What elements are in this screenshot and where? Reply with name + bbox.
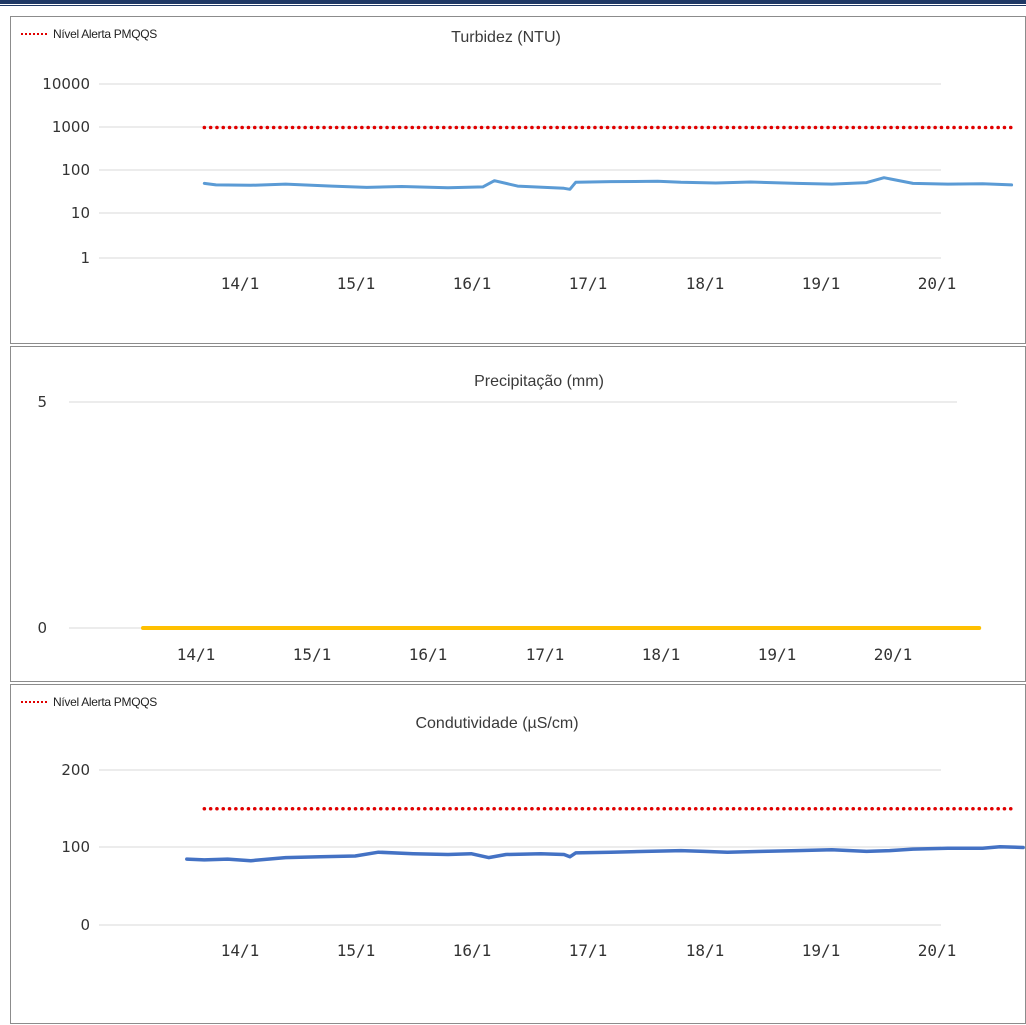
x-tick-label: 15/1 (337, 274, 376, 293)
x-tick-label: 19/1 (758, 645, 797, 664)
chart-panel-turbidity: Nível Alerta PMQQS Turbidez (NTU) 1 10 100… (10, 16, 1026, 344)
chart-panel-conductivity: Nível Alerta PMQQS Condutividade (µS/cm)… (10, 684, 1026, 1024)
x-tick-label: 18/1 (686, 941, 725, 960)
x-tick-label: 16/1 (409, 645, 448, 664)
y-tick-label: 10 (71, 204, 90, 222)
x-tick-label: 19/1 (802, 274, 841, 293)
x-tick-label: 17/1 (526, 645, 565, 664)
x-tick-label: 20/1 (874, 645, 913, 664)
x-tick-label: 18/1 (686, 274, 725, 293)
chart-panel-precipitation: Precipitação (mm) 0 5 14/1 15/1 16/1 17/1 18/1… (10, 346, 1026, 682)
y-tick-label: 5 (37, 393, 47, 411)
turbidity-plot: 1 10 100 1000 10000 14/1 15/1 16/1 17/1 18/1 19/1 2… (42, 75, 1014, 293)
legend-label: Nível Alerta PMQQS (53, 27, 157, 41)
x-tick-label: 19/1 (802, 941, 841, 960)
x-tick-label: 17/1 (569, 274, 608, 293)
y-tick-label: 200 (61, 761, 90, 779)
y-tick-label: 1000 (52, 118, 90, 136)
chart-title: Precipitação (mm) (474, 373, 604, 390)
header-rule (0, 0, 1026, 4)
x-tick-label: 18/1 (642, 645, 681, 664)
x-tick-label: 15/1 (337, 941, 376, 960)
y-tick-label: 100 (61, 161, 90, 179)
x-tick-label: 16/1 (453, 274, 492, 293)
legend-label: Nível Alerta PMQQS (53, 695, 157, 709)
series-line (185, 844, 1025, 863)
x-tick-label: 20/1 (918, 941, 957, 960)
y-tick-label: 1 (80, 249, 90, 267)
legend: Nível Alerta PMQQS (21, 27, 157, 41)
y-tick-label: 10000 (42, 75, 90, 93)
x-tick-label: 16/1 (453, 941, 492, 960)
y-tick-label: 0 (80, 916, 90, 934)
x-tick-label: 14/1 (177, 645, 216, 664)
legend-dotted-line-icon (21, 701, 47, 703)
header-rule-thin (0, 5, 1026, 6)
chart-title: Turbidez (NTU) (451, 29, 561, 46)
x-tick-label: 14/1 (221, 941, 260, 960)
legend: Nível Alerta PMQQS (21, 695, 157, 709)
x-tick-label: 17/1 (569, 941, 608, 960)
conductivity-plot: 0 100 200 14/1 15/1 16/1 17/1 18/1 19/1 20/1 (61, 761, 1025, 960)
series-line (202, 176, 1014, 191)
chart-title: Condutividade (µS/cm) (415, 715, 579, 732)
x-tick-label: 14/1 (221, 274, 260, 293)
y-tick-label: 100 (61, 838, 90, 856)
legend-dotted-line-icon (21, 33, 47, 35)
x-tick-label: 20/1 (918, 274, 957, 293)
precipitation-plot: 0 5 14/1 15/1 16/1 17/1 18/1 19/1 20/1 (37, 393, 982, 664)
y-tick-label: 0 (37, 619, 47, 637)
x-tick-label: 15/1 (293, 645, 332, 664)
